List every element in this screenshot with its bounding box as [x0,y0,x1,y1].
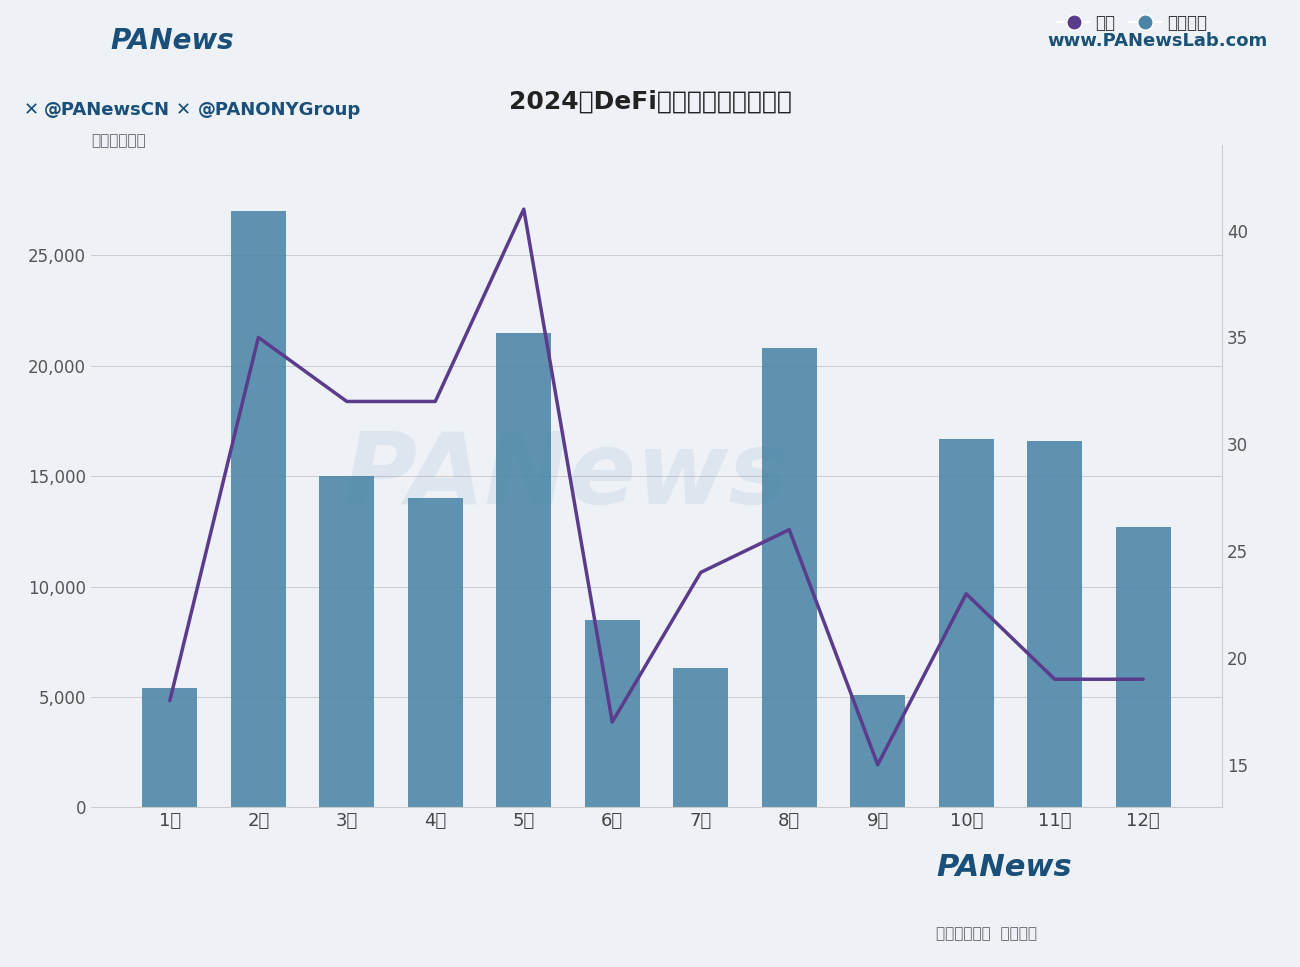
Text: 2024年DeFi赛道各月投融资情况: 2024年DeFi赛道各月投融资情况 [508,90,792,113]
Text: www.PANewsLab.com: www.PANewsLab.com [1048,32,1267,50]
Text: ✕: ✕ [23,102,39,119]
Bar [143,689,198,807]
Bar [320,476,374,807]
Text: PANews: PANews [936,853,1071,882]
Bar [1115,527,1170,807]
Text: 单位：万美元: 单位：万美元 [91,132,146,148]
Bar [408,498,463,807]
Bar [1027,441,1082,807]
Text: PANews: PANews [111,27,234,55]
Text: @PANONYGroup: @PANONYGroup [198,102,361,119]
Text: ✕: ✕ [176,102,191,119]
Bar [673,668,728,807]
Bar [231,212,286,807]
Bar [497,333,551,807]
Text: @PANewsCN: @PANewsCN [44,102,170,119]
Legend: 数量, 资金规模: 数量, 资金规模 [1050,8,1214,39]
Bar [850,695,905,807]
Text: PANews: PANews [343,427,789,525]
Text: 扫码下载应用  阅读原文: 扫码下载应用 阅读原文 [936,926,1037,942]
Bar [585,620,640,807]
Bar [939,439,993,807]
Bar [762,348,816,807]
